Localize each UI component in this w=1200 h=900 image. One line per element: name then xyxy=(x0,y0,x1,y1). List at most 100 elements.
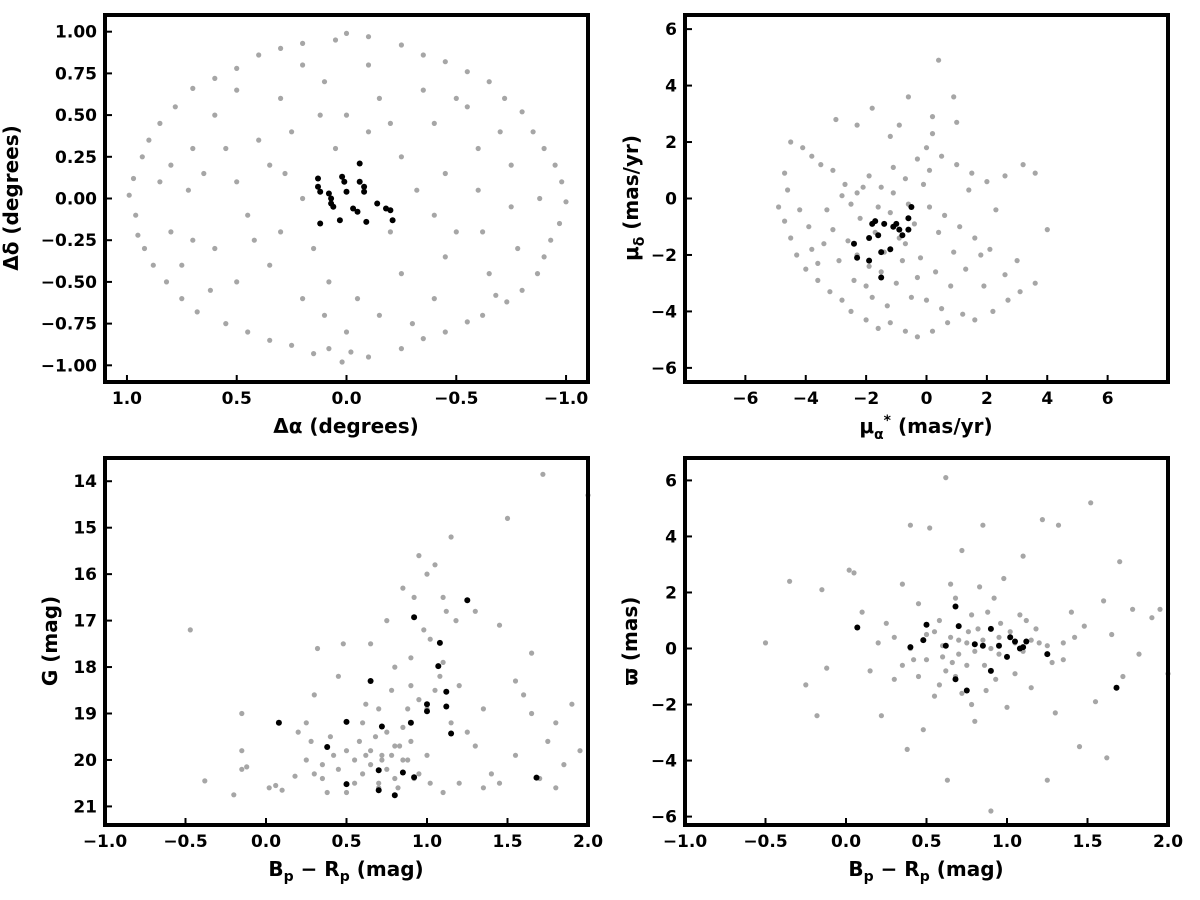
proper-motion-field-point xyxy=(863,283,869,289)
cmd-g-x-tick-label: −1.0 xyxy=(83,832,128,852)
proper-motion-y-tick-label: 4 xyxy=(665,77,677,97)
cmd-g-field-point xyxy=(239,766,245,772)
parallax-field-point xyxy=(959,547,965,554)
parallax-y-tick-label: −4 xyxy=(651,752,677,772)
cmd-g-field-point xyxy=(384,766,390,772)
parallax-field-point xyxy=(1039,517,1045,523)
cmd-g-field-point xyxy=(389,687,395,693)
parallax-field-point xyxy=(923,631,930,638)
position-field-point xyxy=(376,312,382,318)
position-field-point xyxy=(453,229,459,235)
position-field-point xyxy=(207,287,213,293)
proper-motion-members-point xyxy=(896,226,903,233)
parallax-field-point xyxy=(993,676,999,682)
position-field-point xyxy=(282,170,288,177)
proper-motion-field-point xyxy=(993,207,999,213)
position-field-point xyxy=(190,237,196,243)
cmd-g-field-point xyxy=(529,710,535,717)
parallax-field-point xyxy=(915,673,922,680)
position-field-point xyxy=(534,271,541,277)
cmd-g-field-point xyxy=(529,650,535,656)
position-members-point xyxy=(317,220,324,227)
proper-motion-field-point xyxy=(833,116,839,123)
parallax-field-point xyxy=(948,581,954,587)
parallax-field-point xyxy=(940,654,946,660)
proper-motion-field-point xyxy=(972,317,978,323)
cmd-g-field-point xyxy=(292,773,298,779)
proper-motion-field-point xyxy=(948,283,954,289)
proper-motion-field-point xyxy=(954,162,960,168)
proper-motion-field-point xyxy=(869,105,875,111)
cmd-g-field-point xyxy=(352,757,358,763)
proper-motion-field-point xyxy=(830,167,836,173)
cmd-g-field-point xyxy=(427,780,433,786)
proper-motion-field-point xyxy=(1044,227,1050,233)
parallax-field-point xyxy=(969,701,975,708)
cmd-g-members-point xyxy=(424,701,430,708)
cmd-g-x-tick-label: 1.0 xyxy=(412,832,442,852)
position-field-point xyxy=(168,229,174,235)
parallax-y-tick-label: 2 xyxy=(665,583,677,603)
cmd-g-field-point xyxy=(456,683,462,689)
position-field-point xyxy=(376,95,382,101)
parallax-field-point xyxy=(977,584,983,590)
parallax-field-point xyxy=(943,668,949,674)
proper-motion-field-point xyxy=(951,94,957,100)
position-members-point xyxy=(354,208,361,215)
parallax-field-point xyxy=(936,682,943,688)
proper-motion-field-point xyxy=(887,320,893,326)
proper-motion-field-point xyxy=(821,241,827,247)
parallax-x-axis-label: Bp − Rp (mag) xyxy=(848,857,1003,885)
cmd-g-members-point xyxy=(411,774,418,781)
cmd-g-field-point xyxy=(187,627,193,633)
cmd-g-members-point xyxy=(464,597,471,604)
proper-motion-field-point xyxy=(936,229,942,235)
parallax-members-point xyxy=(963,687,970,694)
cmd-g-y-tick-label: 17 xyxy=(73,612,97,632)
proper-motion-y-tick-label: −2 xyxy=(651,246,677,266)
proper-motion-field-point xyxy=(902,176,909,182)
position-field-point xyxy=(267,337,273,343)
position-members-point xyxy=(336,217,343,224)
position-x-axis-label: Δα (degrees) xyxy=(273,414,419,438)
position-x-tick-label: 0.5 xyxy=(222,389,252,409)
parallax-x-tick-label: 1.5 xyxy=(1072,832,1102,852)
parallax-field-point xyxy=(867,668,873,674)
parallax-field-point xyxy=(899,662,906,668)
proper-motion-field-point xyxy=(960,311,966,317)
position-members-point xyxy=(315,183,321,190)
proper-motion-field-point xyxy=(785,187,791,193)
cmd-g-members-point xyxy=(443,688,450,695)
position-field-point xyxy=(300,296,306,302)
cmd-g-field-point xyxy=(356,738,362,745)
proper-motion-field-point xyxy=(902,241,909,247)
cmd-g-members-point xyxy=(448,730,455,737)
position-y-tick-label: −1.00 xyxy=(41,356,97,376)
proper-motion-field-point xyxy=(926,167,933,173)
position-members-point xyxy=(350,205,357,212)
panel-cmd-g: −1.0 −0.5 0.0 0.5 1.0 1.5 2.01415161718192021 … xyxy=(38,456,603,885)
proper-motion-field-point xyxy=(845,238,851,244)
proper-motion-members-point xyxy=(905,226,912,233)
position-field-point xyxy=(409,321,415,327)
position-field-point xyxy=(354,296,361,302)
proper-motion-field-point xyxy=(803,266,809,272)
parallax-field-point xyxy=(1044,643,1050,649)
proper-motion-field-point xyxy=(806,224,812,230)
parallax-field-point xyxy=(1017,612,1023,618)
proper-motion-field-point xyxy=(1005,297,1011,303)
parallax-field-point xyxy=(762,640,769,646)
proper-motion-field-point xyxy=(857,215,863,221)
proper-motion-field-point xyxy=(929,114,936,120)
proper-motion-field-point xyxy=(923,297,930,303)
cmd-g-field-point xyxy=(363,701,369,707)
proper-motion-y-tick-label: 0 xyxy=(665,190,677,210)
parallax-field-point xyxy=(1028,685,1034,691)
position-members-point xyxy=(341,178,348,185)
cmd-g-members-point xyxy=(343,781,350,788)
position-field-point xyxy=(201,170,207,177)
position-field-point xyxy=(431,212,437,218)
cmd-g-x-tick-label: 2.0 xyxy=(573,832,603,852)
parallax-field-point xyxy=(891,676,897,682)
